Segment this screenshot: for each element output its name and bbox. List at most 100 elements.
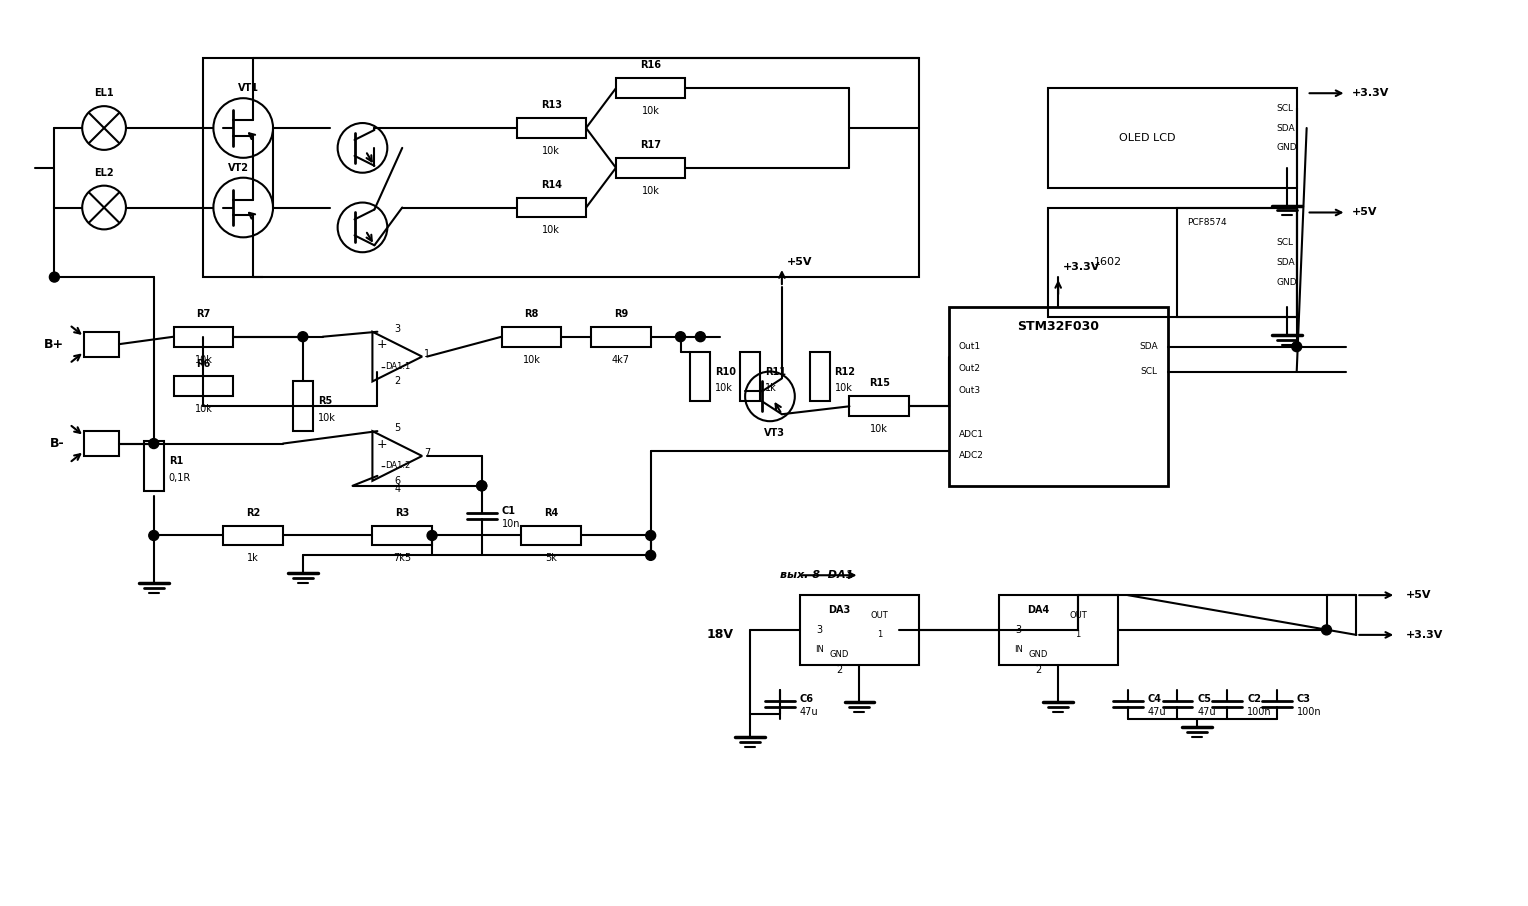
Text: GND: GND	[1277, 143, 1297, 152]
Text: C5: C5	[1198, 695, 1212, 705]
Bar	[84, 332, 119, 357]
Text: 1: 1	[423, 349, 431, 359]
Text: 10k: 10k	[542, 226, 561, 236]
Bar	[174, 327, 234, 347]
Bar	[850, 396, 909, 416]
Text: OLED LCD: OLED LCD	[1120, 133, 1177, 143]
Bar	[999, 595, 1118, 665]
Circle shape	[148, 439, 159, 448]
Text: R3: R3	[396, 507, 410, 517]
Text: 10k: 10k	[834, 383, 853, 393]
Text: 10k: 10k	[194, 404, 212, 414]
Text: +5V: +5V	[787, 257, 813, 267]
Circle shape	[477, 481, 487, 491]
Bar	[1048, 207, 1297, 317]
Text: SDA: SDA	[1277, 257, 1296, 266]
Text: 3: 3	[816, 625, 822, 635]
Text: R13: R13	[541, 101, 562, 111]
Text: R8: R8	[524, 309, 539, 319]
Text: +5V: +5V	[1351, 207, 1377, 217]
Bar	[521, 525, 581, 545]
Text: R15: R15	[869, 379, 889, 389]
Text: +: +	[377, 338, 388, 352]
Text: OUT: OUT	[871, 611, 888, 620]
Text: 10k: 10k	[318, 413, 336, 423]
Bar	[293, 381, 313, 431]
Text: 47u: 47u	[1148, 708, 1166, 718]
Text: R6: R6	[196, 359, 211, 369]
Text: вых. 8  DA1: вых. 8 DA1	[779, 570, 853, 580]
Text: 0,1R: 0,1R	[168, 473, 191, 483]
Text: ADC2: ADC2	[958, 451, 984, 460]
Circle shape	[477, 481, 487, 491]
Text: 2: 2	[836, 665, 842, 675]
Bar	[799, 595, 918, 665]
Bar	[810, 352, 830, 401]
Text: PCF8574: PCF8574	[1187, 218, 1227, 226]
Text: GND: GND	[1277, 277, 1297, 286]
Bar	[223, 525, 283, 545]
Text: SDA: SDA	[1138, 342, 1158, 352]
Circle shape	[695, 332, 706, 342]
Text: C6: C6	[799, 695, 814, 705]
Bar	[1178, 207, 1297, 317]
Circle shape	[428, 531, 437, 541]
Text: B+: B+	[44, 338, 64, 351]
Text: Out2: Out2	[958, 364, 981, 373]
Text: STM32F030: STM32F030	[1018, 321, 1099, 333]
Text: DA1.2: DA1.2	[385, 461, 410, 470]
Text: C4: C4	[1148, 695, 1161, 705]
Text: 1: 1	[1076, 631, 1080, 640]
Text: 10k: 10k	[642, 186, 660, 196]
Bar	[516, 118, 587, 138]
Bar	[174, 377, 234, 396]
Text: 2: 2	[394, 376, 400, 387]
Circle shape	[1291, 342, 1302, 352]
Bar	[591, 327, 651, 347]
Text: 10n: 10n	[501, 518, 520, 528]
Text: R10: R10	[715, 367, 736, 377]
Text: ADC1: ADC1	[958, 429, 984, 439]
Bar	[516, 198, 587, 217]
Text: SCL: SCL	[1277, 103, 1294, 112]
Text: GND: GND	[1028, 651, 1048, 660]
Text: R7: R7	[196, 309, 211, 319]
Bar	[949, 307, 1167, 486]
Bar	[1048, 88, 1297, 188]
Text: 3: 3	[394, 323, 400, 333]
Text: EL1: EL1	[95, 88, 115, 98]
Bar	[144, 441, 163, 491]
Text: 10k: 10k	[642, 106, 660, 116]
Text: 4: 4	[394, 484, 400, 494]
Text: 1k: 1k	[766, 383, 776, 393]
Text: 4k7: 4k7	[611, 354, 630, 364]
Text: R16: R16	[640, 61, 662, 71]
Bar	[373, 525, 432, 545]
Bar	[203, 58, 918, 277]
Text: Out1: Out1	[958, 342, 981, 352]
Text: R5: R5	[318, 396, 332, 406]
Circle shape	[646, 551, 656, 560]
Circle shape	[148, 531, 159, 541]
Text: R11: R11	[766, 367, 785, 377]
Text: 3: 3	[1016, 625, 1022, 635]
Text: OUT: OUT	[1070, 611, 1086, 620]
Text: SCL: SCL	[1277, 237, 1294, 246]
Text: VT3: VT3	[764, 429, 785, 439]
Text: DA4: DA4	[1027, 605, 1050, 615]
Text: 100n: 100n	[1297, 708, 1322, 718]
Text: R4: R4	[544, 507, 558, 517]
Text: GND: GND	[830, 651, 850, 660]
Bar	[84, 431, 119, 456]
Text: 18V: 18V	[707, 629, 733, 641]
Bar	[616, 158, 686, 178]
Text: 1k: 1k	[248, 554, 260, 564]
Text: C1: C1	[501, 506, 515, 516]
Bar	[501, 327, 561, 347]
Text: DA3: DA3	[828, 605, 851, 615]
Text: R12: R12	[834, 367, 856, 377]
Text: C2: C2	[1247, 695, 1261, 705]
Text: 100n: 100n	[1247, 708, 1271, 718]
Text: SCL: SCL	[1140, 367, 1158, 376]
Text: 1: 1	[877, 631, 882, 640]
